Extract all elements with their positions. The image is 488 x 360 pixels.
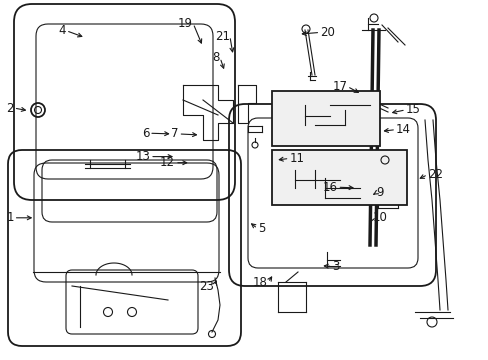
Text: 7: 7 [171,127,178,140]
Text: 20: 20 [320,26,334,39]
Text: 10: 10 [372,211,386,224]
Bar [271,150,406,205]
Text: 18: 18 [253,276,267,289]
Text: 19: 19 [178,17,193,30]
Text: 15: 15 [405,103,420,116]
Text: 16: 16 [322,181,337,194]
Text: 6: 6 [142,127,149,140]
Text: 5: 5 [257,222,264,235]
Text: 9: 9 [376,186,383,199]
Text: 17: 17 [331,80,346,93]
Text: 3: 3 [332,260,339,273]
Text: 4: 4 [59,24,66,37]
Text: 11: 11 [289,152,304,165]
Text: 14: 14 [395,123,410,136]
Text: 8: 8 [212,51,220,64]
Text: 1: 1 [6,211,14,224]
Text: 21: 21 [214,30,229,42]
Text: 22: 22 [427,168,442,181]
Text: 23: 23 [199,280,214,293]
Bar [271,91,379,146]
Text: 2: 2 [6,102,14,114]
Text: 12: 12 [160,156,175,169]
Text: 13: 13 [135,150,150,163]
